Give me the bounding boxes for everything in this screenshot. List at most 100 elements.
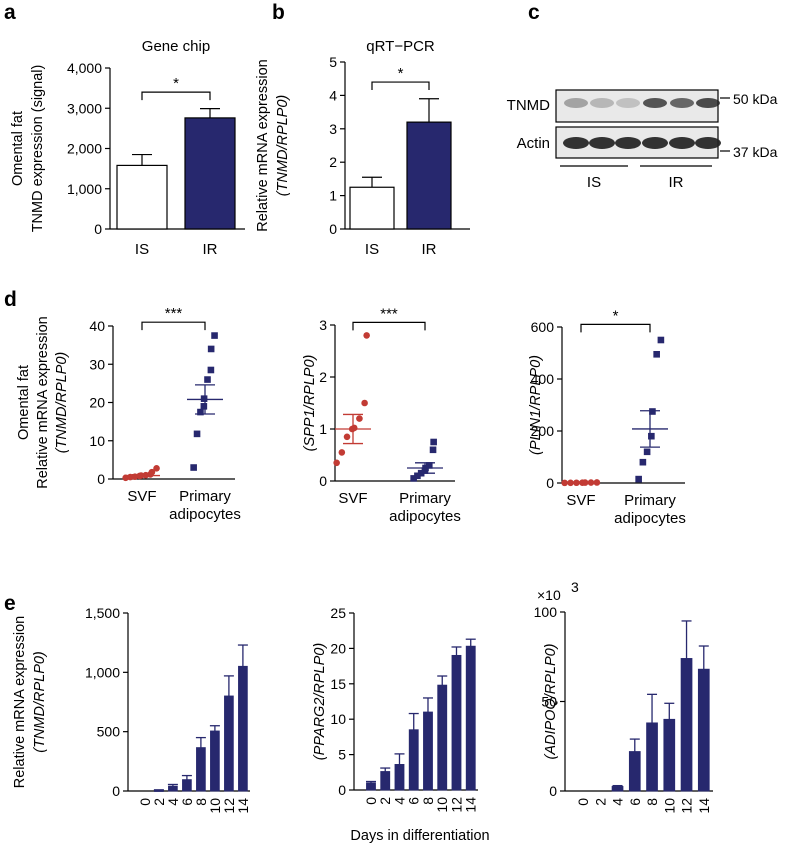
d2-y-tick-label: 2: [319, 369, 327, 385]
e2-bar-day-12: [451, 654, 462, 791]
e2-x-label-day-0: 0: [363, 797, 379, 805]
b-y-tick-label: 5: [329, 54, 337, 70]
d2-point-primary-adipocytes: [414, 472, 421, 480]
d2-point-primary-adipocytes: [429, 446, 437, 454]
panel-letter-c: c: [528, 1, 540, 24]
e2-x-label-day-6: 6: [406, 797, 422, 805]
d1-x-label: Primary: [179, 488, 231, 505]
d1-point-svf: [153, 464, 160, 472]
blot-row-label: TNMD: [507, 97, 550, 114]
e2-bar-day-10: [437, 684, 448, 791]
d3-x-label: Primary: [624, 492, 676, 509]
d2-sig-bracket: [352, 321, 426, 331]
d2-x-label: adipocytes: [389, 508, 461, 525]
d3-point-primary-adipocytes: [635, 475, 642, 483]
b-y-tick-label: 0: [329, 221, 337, 237]
e1-x-label-day-6: 6: [179, 798, 195, 806]
a-ylabel-line: TNMD expression (signal): [30, 65, 46, 233]
e1-y-tick-label: 0: [112, 783, 120, 799]
d1-y-tick-label: 10: [89, 433, 105, 449]
e1-bar-day-4: [168, 785, 178, 792]
e2-y-tick-label: 10: [330, 711, 346, 727]
e3-bar-day-10: [663, 718, 676, 792]
a-x-label: IS: [135, 241, 149, 258]
blot-actin-band: [615, 137, 641, 149]
b-y-tick-label: 3: [329, 121, 337, 137]
e1-bar-day-2: [154, 789, 164, 792]
e1-bar-day-12: [224, 695, 234, 792]
e1-bar-day-8: [196, 747, 206, 792]
d2-ylabel-line: (SPP1/RPLP0): [302, 355, 318, 452]
blot-tnmd-band: [643, 98, 667, 108]
e3-bar-day-6: [628, 751, 641, 792]
d2-x-label: Primary: [399, 490, 451, 507]
d3-point-primary-adipocytes: [653, 351, 660, 358]
d3-y-tick-label: 600: [531, 319, 555, 335]
b-y-tick-label: 1: [329, 188, 337, 204]
d2-y-tick-label: 1: [319, 421, 327, 437]
d1-ylabel-line: Omental fat: [16, 365, 32, 440]
d3-sig-label: *: [613, 307, 619, 324]
e3-y-tick-label: 0: [549, 783, 557, 799]
d2-y-tick-label: 3: [319, 317, 327, 333]
e2-x-label-day-4: 4: [391, 797, 407, 805]
e2-bar-day-4: [394, 764, 405, 791]
d1-point-primary-adipocytes: [200, 403, 208, 410]
d1-point-svf: [148, 468, 156, 476]
a-y-tick-label: 0: [94, 221, 102, 237]
b-bar-is: [349, 186, 395, 230]
blot-marker-label: 50 kDa: [733, 91, 778, 107]
a-bar-is: [116, 164, 168, 230]
e2-bar-day-2: [380, 771, 391, 791]
e1-x-label-day-0: 0: [137, 798, 153, 806]
chart-c-western-blot: TNMD Actin 50 kDa 37 kDa IS IR: [507, 89, 778, 191]
blot-actin-band: [695, 137, 721, 149]
e2-y-tick-label: 25: [330, 605, 346, 621]
d1-ylabel-line: Relative mRNA expression: [35, 316, 51, 488]
d3-point-primary-adipocytes: [648, 432, 655, 440]
d1-y-tick-label: 20: [89, 395, 105, 411]
blot-actin-band: [642, 137, 668, 149]
e2-y-tick-label: 20: [330, 640, 346, 656]
e3-x-label-day-8: 8: [644, 798, 660, 806]
e1-x-label-day-4: 4: [165, 798, 181, 806]
d3-sig-bracket: [580, 323, 651, 333]
blot-tnmd-band: [564, 98, 588, 108]
d1-point-primary-adipocytes: [197, 408, 204, 416]
panel-letter-b: b: [272, 1, 285, 24]
d3-y-tick-label: 200: [531, 423, 555, 439]
e-xlabel: Days in differentiation: [350, 828, 489, 844]
e2-bar-day-14: [465, 645, 476, 791]
e3-x-label-day-2: 2: [592, 798, 608, 806]
a-sig-bracket: [141, 91, 211, 101]
e1-bar-day-10: [210, 730, 220, 792]
b-sig-bracket: [371, 81, 430, 91]
e2-x-label-day-12: 12: [448, 797, 464, 813]
e2-bar-day-8: [423, 711, 433, 791]
d3-point-primary-adipocytes: [643, 448, 651, 456]
e2-x-label-day-10: 10: [434, 797, 450, 813]
a-y-tick-label: 2,000: [67, 141, 102, 157]
e1-ylabel-line: Relative mRNA expression: [12, 616, 28, 788]
e1-y-tick-label: 500: [97, 724, 121, 740]
d1-y-tick-label: 0: [97, 471, 105, 487]
a-y-tick-label: 3,000: [67, 100, 102, 116]
d1-point-primary-adipocytes: [211, 332, 218, 339]
a-bar-ir: [184, 117, 236, 230]
e3-x-label-day-10: 10: [661, 798, 677, 814]
d2-point-svf: [361, 399, 368, 407]
e3-x-label-day-12: 12: [679, 798, 695, 814]
e1-y-tick-label: 1,500: [85, 605, 120, 621]
blot-row-label: Actin: [517, 135, 550, 152]
blot-actin-band: [589, 137, 615, 149]
e2-bar-day-0: [366, 782, 376, 791]
e1-x-label-day-10: 10: [207, 798, 223, 814]
e3-ylabel-line: (ADIPOQ/RPLP0): [543, 643, 559, 759]
e1-ylabel-line: (TNMD/RPLP0): [32, 651, 48, 753]
blot-actin-band: [669, 137, 695, 149]
e2-x-label-day-8: 8: [420, 797, 436, 805]
